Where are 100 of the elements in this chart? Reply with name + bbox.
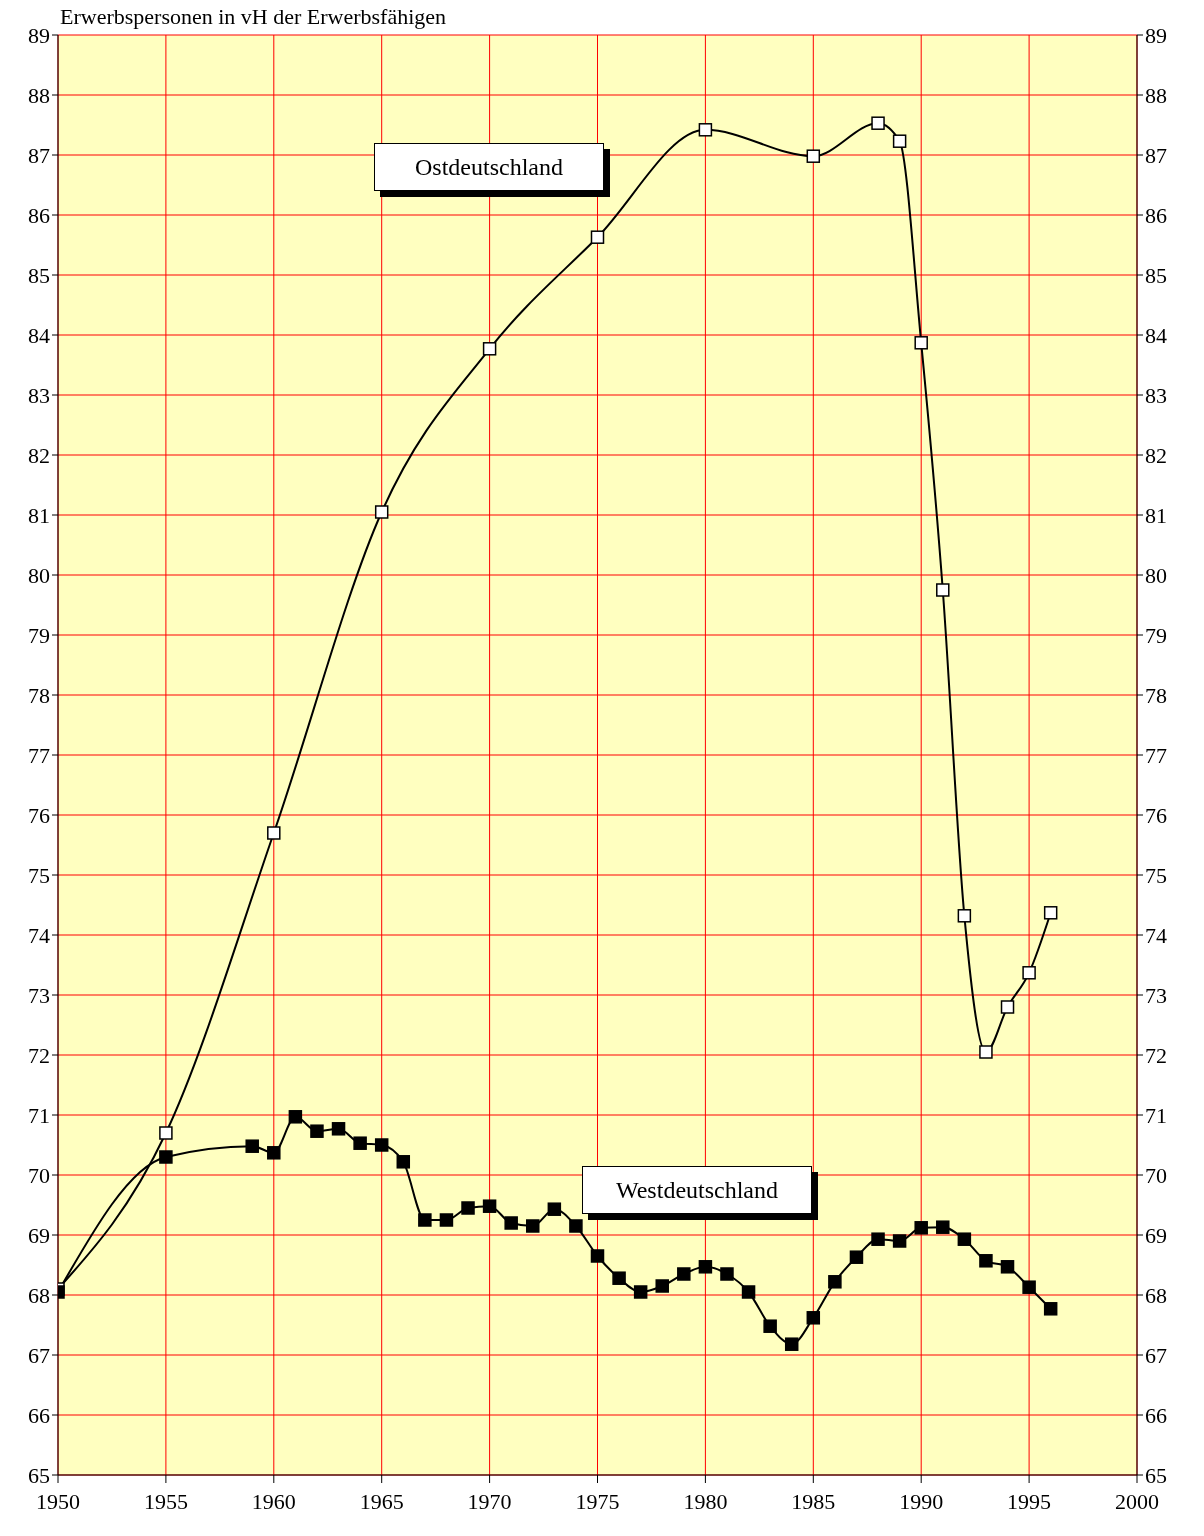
y-tick-label: 76 <box>28 802 50 828</box>
point <box>353 1136 367 1150</box>
y2-tick-label: 76 <box>1145 802 1167 828</box>
point <box>569 1219 583 1233</box>
point <box>957 909 972 923</box>
point <box>633 1285 648 1299</box>
point <box>288 1110 303 1124</box>
y-tick-label: 86 <box>28 202 50 228</box>
point <box>936 1220 950 1234</box>
y2-tick-label: 70 <box>1145 1162 1167 1188</box>
y2-tick-label: 71 <box>1145 1102 1167 1128</box>
point <box>374 1138 389 1152</box>
y2-tick-label: 88 <box>1145 82 1167 108</box>
point <box>482 342 497 356</box>
y-tick-label: 79 <box>28 622 50 648</box>
point <box>159 1126 173 1140</box>
y2-tick-label: 87 <box>1145 142 1167 168</box>
y-tick-label: 67 <box>28 1342 50 1368</box>
point <box>849 1250 864 1264</box>
y-tick-label: 73 <box>28 982 50 1008</box>
point <box>159 1150 173 1164</box>
point <box>892 1234 907 1248</box>
y2-tick-label: 65 <box>1145 1462 1167 1488</box>
y-tick-label: 66 <box>28 1402 50 1428</box>
y2-tick-label: 68 <box>1145 1282 1167 1308</box>
point <box>871 116 885 130</box>
y-tick-label: 81 <box>28 502 50 528</box>
y-tick-label: 87 <box>28 142 50 168</box>
point <box>936 583 950 597</box>
y-tick-label: 71 <box>28 1102 50 1128</box>
y-tick-label: 74 <box>28 922 50 948</box>
point <box>504 1216 518 1230</box>
y2-tick-label: 83 <box>1145 382 1167 408</box>
y-tick-label: 85 <box>28 262 50 288</box>
point <box>482 1199 497 1213</box>
point <box>418 1213 432 1227</box>
y2-tick-label: 72 <box>1145 1042 1167 1068</box>
y-axis-title: Erwerbspersonen in vH der Erwerbsfähigen <box>60 4 447 30</box>
y-tick-label: 72 <box>28 1042 50 1068</box>
y2-tick-label: 89 <box>1145 22 1167 48</box>
y-tick-label: 70 <box>28 1162 50 1188</box>
y2-tick-label: 84 <box>1145 322 1167 348</box>
y-tick-label: 80 <box>28 562 50 588</box>
y2-tick-label: 86 <box>1145 202 1167 228</box>
y2-tick-label: 85 <box>1145 262 1167 288</box>
y-tick-label: 69 <box>28 1222 50 1248</box>
y2-tick-label: 79 <box>1145 622 1167 648</box>
y-tick-label: 83 <box>28 382 50 408</box>
x-tick-label: 1980 <box>683 1488 728 1514</box>
point <box>828 1275 842 1289</box>
point <box>914 336 928 350</box>
point <box>526 1219 540 1233</box>
point <box>267 826 281 840</box>
point <box>979 1045 993 1059</box>
point <box>655 1279 669 1293</box>
point <box>741 1285 756 1299</box>
y-tick-label: 77 <box>28 742 50 768</box>
point <box>1043 1302 1058 1316</box>
point <box>763 1319 777 1333</box>
point <box>677 1267 691 1281</box>
point <box>1022 1280 1036 1294</box>
y2-tick-label: 75 <box>1145 862 1167 888</box>
y2-tick-label: 82 <box>1145 442 1167 468</box>
point <box>1043 906 1058 920</box>
point <box>892 134 907 148</box>
point <box>914 1221 928 1235</box>
x-tick-label: 1965 <box>359 1488 404 1514</box>
point <box>720 1267 734 1281</box>
y-tick-label: 84 <box>28 322 50 348</box>
y-tick-label: 82 <box>28 442 50 468</box>
y2-tick-label: 81 <box>1145 502 1167 528</box>
y-tick-label: 65 <box>28 1462 50 1488</box>
x-tick-label: 1960 <box>251 1488 296 1514</box>
point <box>1000 1000 1015 1014</box>
point <box>979 1254 993 1268</box>
y2-tick-label: 73 <box>1145 982 1167 1008</box>
point <box>784 1337 799 1351</box>
y-tick-label: 75 <box>28 862 50 888</box>
point <box>698 123 713 137</box>
y-tick-label: 89 <box>28 22 50 48</box>
point <box>612 1271 626 1285</box>
point <box>547 1202 562 1216</box>
x-tick-label: 1985 <box>791 1488 836 1514</box>
point <box>698 1260 713 1274</box>
point <box>461 1201 475 1215</box>
point <box>871 1232 885 1246</box>
point <box>1022 966 1036 980</box>
y-tick-label: 78 <box>28 682 50 708</box>
point <box>439 1213 454 1227</box>
point <box>590 230 605 244</box>
point <box>374 505 389 519</box>
point <box>806 149 821 163</box>
y2-tick-label: 67 <box>1145 1342 1167 1368</box>
x-tick-label: 1955 <box>143 1488 188 1514</box>
point <box>310 1124 324 1138</box>
point <box>1000 1260 1015 1274</box>
x-tick-label: 2000 <box>1115 1488 1159 1514</box>
point <box>957 1232 972 1246</box>
y2-tick-label: 77 <box>1145 742 1167 768</box>
x-tick-label: 1970 <box>467 1488 512 1514</box>
